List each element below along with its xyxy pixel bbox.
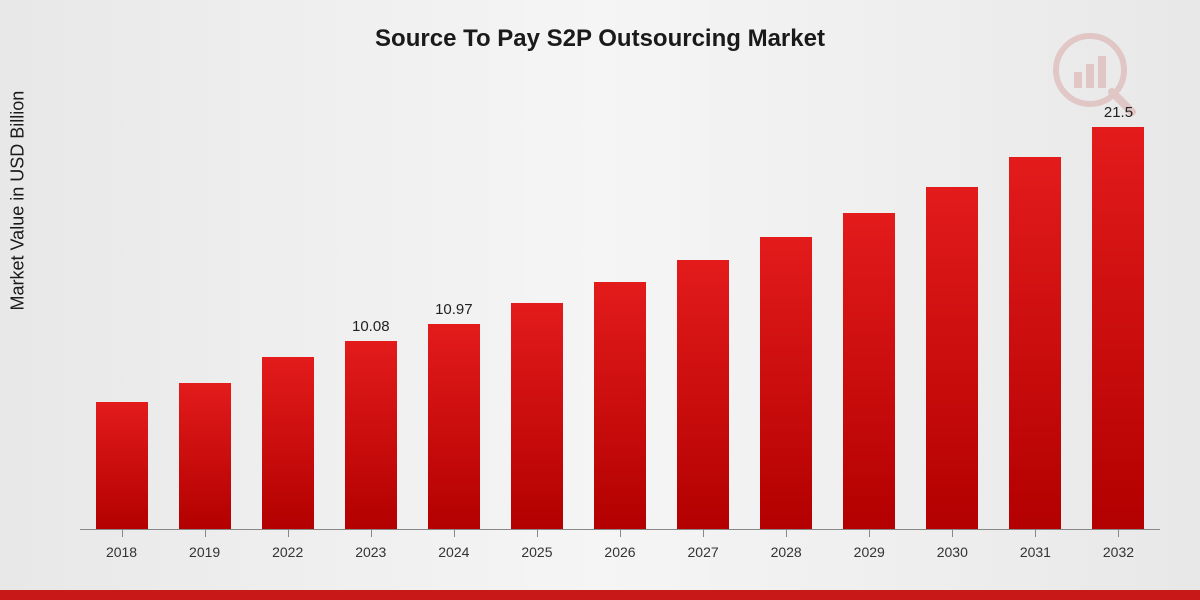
bar-slot xyxy=(246,99,329,529)
x-axis-tick-label: 2023 xyxy=(329,544,412,560)
bar xyxy=(179,383,231,529)
bar-slot xyxy=(495,99,578,529)
x-axis-line xyxy=(80,529,1160,530)
bar-slot xyxy=(578,99,661,529)
bar-slot xyxy=(163,99,246,529)
x-tick xyxy=(869,529,870,537)
bar-value-label: 10.08 xyxy=(352,318,390,335)
plot-area: 10.0810.9721.5 2018201920222023202420252… xyxy=(80,100,1160,530)
bar xyxy=(843,213,895,529)
x-axis-tick-label: 2028 xyxy=(745,544,828,560)
bar-slot: 21.5 xyxy=(1077,99,1160,529)
x-tick xyxy=(537,529,538,537)
bar-slot xyxy=(80,99,163,529)
bar xyxy=(96,402,148,529)
x-tick xyxy=(1035,529,1036,537)
bar-slot xyxy=(745,99,828,529)
bars-wrap: 10.08 10.97 21.5 xyxy=(80,99,1160,529)
bar xyxy=(1009,157,1061,529)
bar xyxy=(677,260,729,529)
x-axis-tick-label: 2027 xyxy=(662,544,745,560)
bar-slot: 10.08 xyxy=(329,99,412,529)
x-axis-tick-label: 2019 xyxy=(163,544,246,560)
x-tick xyxy=(1118,529,1119,537)
bar xyxy=(1092,127,1144,529)
bar xyxy=(262,357,314,529)
x-tick xyxy=(786,529,787,537)
bar xyxy=(345,341,397,529)
x-tick xyxy=(205,529,206,537)
bar-value-label: 10.97 xyxy=(435,301,473,318)
bar xyxy=(428,324,480,529)
bar-slot: 10.97 xyxy=(412,99,495,529)
bar xyxy=(511,303,563,529)
x-tick xyxy=(371,529,372,537)
bar-value-label: 21.5 xyxy=(1104,104,1133,121)
bar xyxy=(594,282,646,529)
x-axis-tick-label: 2026 xyxy=(578,544,661,560)
x-axis-tick-label: 2024 xyxy=(412,544,495,560)
x-tick xyxy=(703,529,704,537)
x-axis-tick-label: 2025 xyxy=(495,544,578,560)
bar-slot xyxy=(828,99,911,529)
x-tick xyxy=(288,529,289,537)
x-axis-tick-label: 2018 xyxy=(80,544,163,560)
x-tick xyxy=(620,529,621,537)
x-axis-tick-label: 2022 xyxy=(246,544,329,560)
bar xyxy=(760,237,812,529)
chart-title: Source To Pay S2P Outsourcing Market xyxy=(0,0,1200,53)
chart-container: Source To Pay S2P Outsourcing Market Mar… xyxy=(0,0,1200,590)
x-axis-labels: 2018201920222023202420252026202720282029… xyxy=(80,544,1160,560)
x-axis-tick-label: 2030 xyxy=(911,544,994,560)
x-axis-tick-label: 2031 xyxy=(994,544,1077,560)
x-tick xyxy=(122,529,123,537)
x-axis-tick-label: 2029 xyxy=(828,544,911,560)
y-axis-label: Market Value in USD Billion xyxy=(8,91,29,311)
bar-slot xyxy=(994,99,1077,529)
x-tick xyxy=(454,529,455,537)
x-tick xyxy=(952,529,953,537)
bar-slot xyxy=(911,99,994,529)
bar-slot xyxy=(662,99,745,529)
bar xyxy=(926,187,978,529)
bottom-accent-bar xyxy=(0,590,1200,600)
x-axis-tick-label: 2032 xyxy=(1077,544,1160,560)
